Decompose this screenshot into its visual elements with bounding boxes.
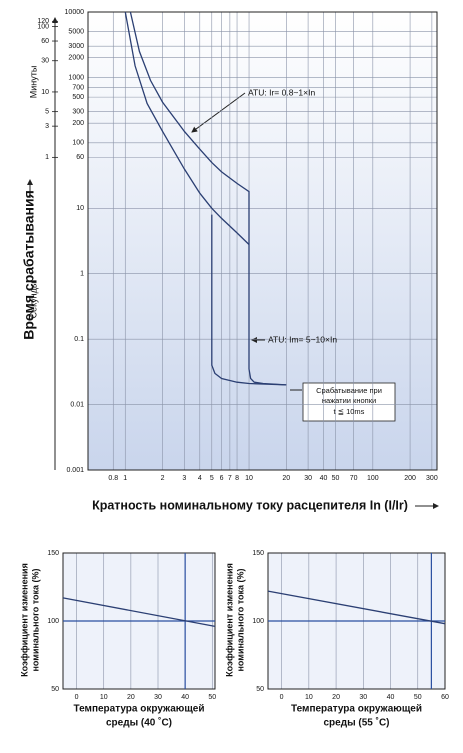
x-tick-label: 40 [181, 694, 189, 701]
x-tick-label: 300 [426, 475, 438, 482]
x-tick-label: 200 [404, 475, 416, 482]
x-axis-label: среды (55 ˚C) [323, 717, 389, 729]
annotation-box [302, 382, 396, 422]
y2-tick-label: 1 [45, 154, 49, 161]
y-tick-label: 10000 [65, 9, 85, 16]
x-tick-label: 10 [100, 694, 108, 701]
x-axis-label: Кратность номинальному току расцепителя … [92, 498, 408, 512]
y2-tick-label: 30 [41, 58, 49, 65]
y2-tick-label: 60 [41, 38, 49, 45]
annotation-arrow [191, 92, 246, 133]
y2-tick-label: 120 [37, 18, 49, 25]
x-tick-label: 40 [320, 475, 328, 482]
y2-tick-label: 5 [45, 108, 49, 115]
y-tick-label: 2000 [68, 55, 84, 62]
y-axis-label: номинального тока (%) [30, 568, 40, 671]
y-tick-label: 1000 [68, 74, 84, 81]
x-tick-label: 30 [154, 694, 162, 701]
y-tick-label: 300 [72, 108, 84, 115]
y2-tick-label: 100 [37, 23, 49, 30]
y-axis-label: Коэффициент изменения [19, 563, 29, 677]
x-tick-label: 5 [210, 475, 214, 482]
x-tick-label: 20 [127, 694, 135, 701]
annotation: t ≦ 10ms [334, 407, 365, 416]
annotation: нажатии кнопки [322, 396, 376, 405]
x-tick-label: 30 [304, 475, 312, 482]
y-tick-label: 150 [252, 550, 264, 557]
y-axis-label: Коэффициент изменения [224, 563, 234, 677]
x-tick-label: 60 [441, 694, 449, 701]
x-tick-label: 2 [161, 475, 165, 482]
annotation: ATU: Im= 5~10×In [268, 334, 337, 344]
x-tick-label: 1 [123, 475, 127, 482]
y-axis-label: Время срабатывания [21, 190, 37, 340]
y-axis-label: номинального тока (%) [235, 568, 245, 671]
x-tick-label: 4 [198, 475, 202, 482]
x-tick-label: 70 [350, 475, 358, 482]
x-tick-label: 6 [220, 475, 224, 482]
y-tick-label: 60 [76, 154, 84, 161]
y-tick-label: 50 [51, 686, 59, 693]
x-tick-label: 50 [332, 475, 340, 482]
y-tick-label: 1 [80, 271, 84, 278]
x-tick-label: 8 [235, 475, 239, 482]
x-axis-label: Температура окружающей [291, 704, 422, 715]
curve [129, 11, 287, 386]
annotation: Срабатывание при [316, 386, 382, 395]
curve [124, 11, 250, 245]
x-tick-label: 3 [182, 475, 186, 482]
x-tick-label: 50 [414, 694, 422, 701]
y-tick-label: 3000 [68, 43, 84, 50]
x-tick-label: 0 [280, 694, 284, 701]
x-tick-label: 50 [208, 694, 216, 701]
x-tick-label: 7 [228, 475, 232, 482]
x-tick-label: 20 [282, 475, 290, 482]
x-tick-label: 30 [359, 694, 367, 701]
y-tick-label: 0.01 [70, 401, 84, 408]
curve [62, 597, 216, 628]
y-tick-label: 100 [72, 140, 84, 147]
minutes-label: Минуты [28, 66, 38, 99]
annotation: ATU: Ir= 0.8~1×In [248, 87, 315, 97]
plot-frame [87, 11, 438, 471]
x-tick-label: 0 [75, 694, 79, 701]
y-tick-label: 10 [76, 205, 84, 212]
y-tick-label: 700 [72, 84, 84, 91]
y2-tick-label: 10 [41, 89, 49, 96]
x-tick-label: 10 [305, 694, 313, 701]
x-tick-label: 100 [367, 475, 379, 482]
x-tick-label: 40 [387, 694, 395, 701]
seconds-label: Секунды [28, 282, 38, 319]
x-tick-label: 20 [332, 694, 340, 701]
y-tick-label: 200 [72, 120, 84, 127]
y-tick-label: 100 [252, 618, 264, 625]
x-axis-label: Температура окружающей [74, 704, 205, 715]
y2-tick-label: 3 [45, 123, 49, 130]
layer: 0.8 1 2 3 4 5 6 7 8 10 20 30 40 50 70 100 200 3000.0010.0… [19, 9, 449, 729]
y-tick-label: 0.001 [66, 467, 84, 474]
x-tick-label: 10 [245, 475, 253, 482]
y-tick-label: 5000 [68, 29, 84, 36]
y-tick-label: 0.1 [74, 336, 84, 343]
y-tick-label: 50 [256, 686, 264, 693]
y-tick-label: 500 [72, 94, 84, 101]
x-axis-label: среды (40 ˚C) [106, 717, 172, 729]
y-tick-label: 150 [47, 550, 59, 557]
x-tick-label: 0.8 [108, 475, 118, 482]
curve [211, 214, 287, 386]
y-tick-label: 100 [47, 618, 59, 625]
curve [267, 590, 446, 625]
